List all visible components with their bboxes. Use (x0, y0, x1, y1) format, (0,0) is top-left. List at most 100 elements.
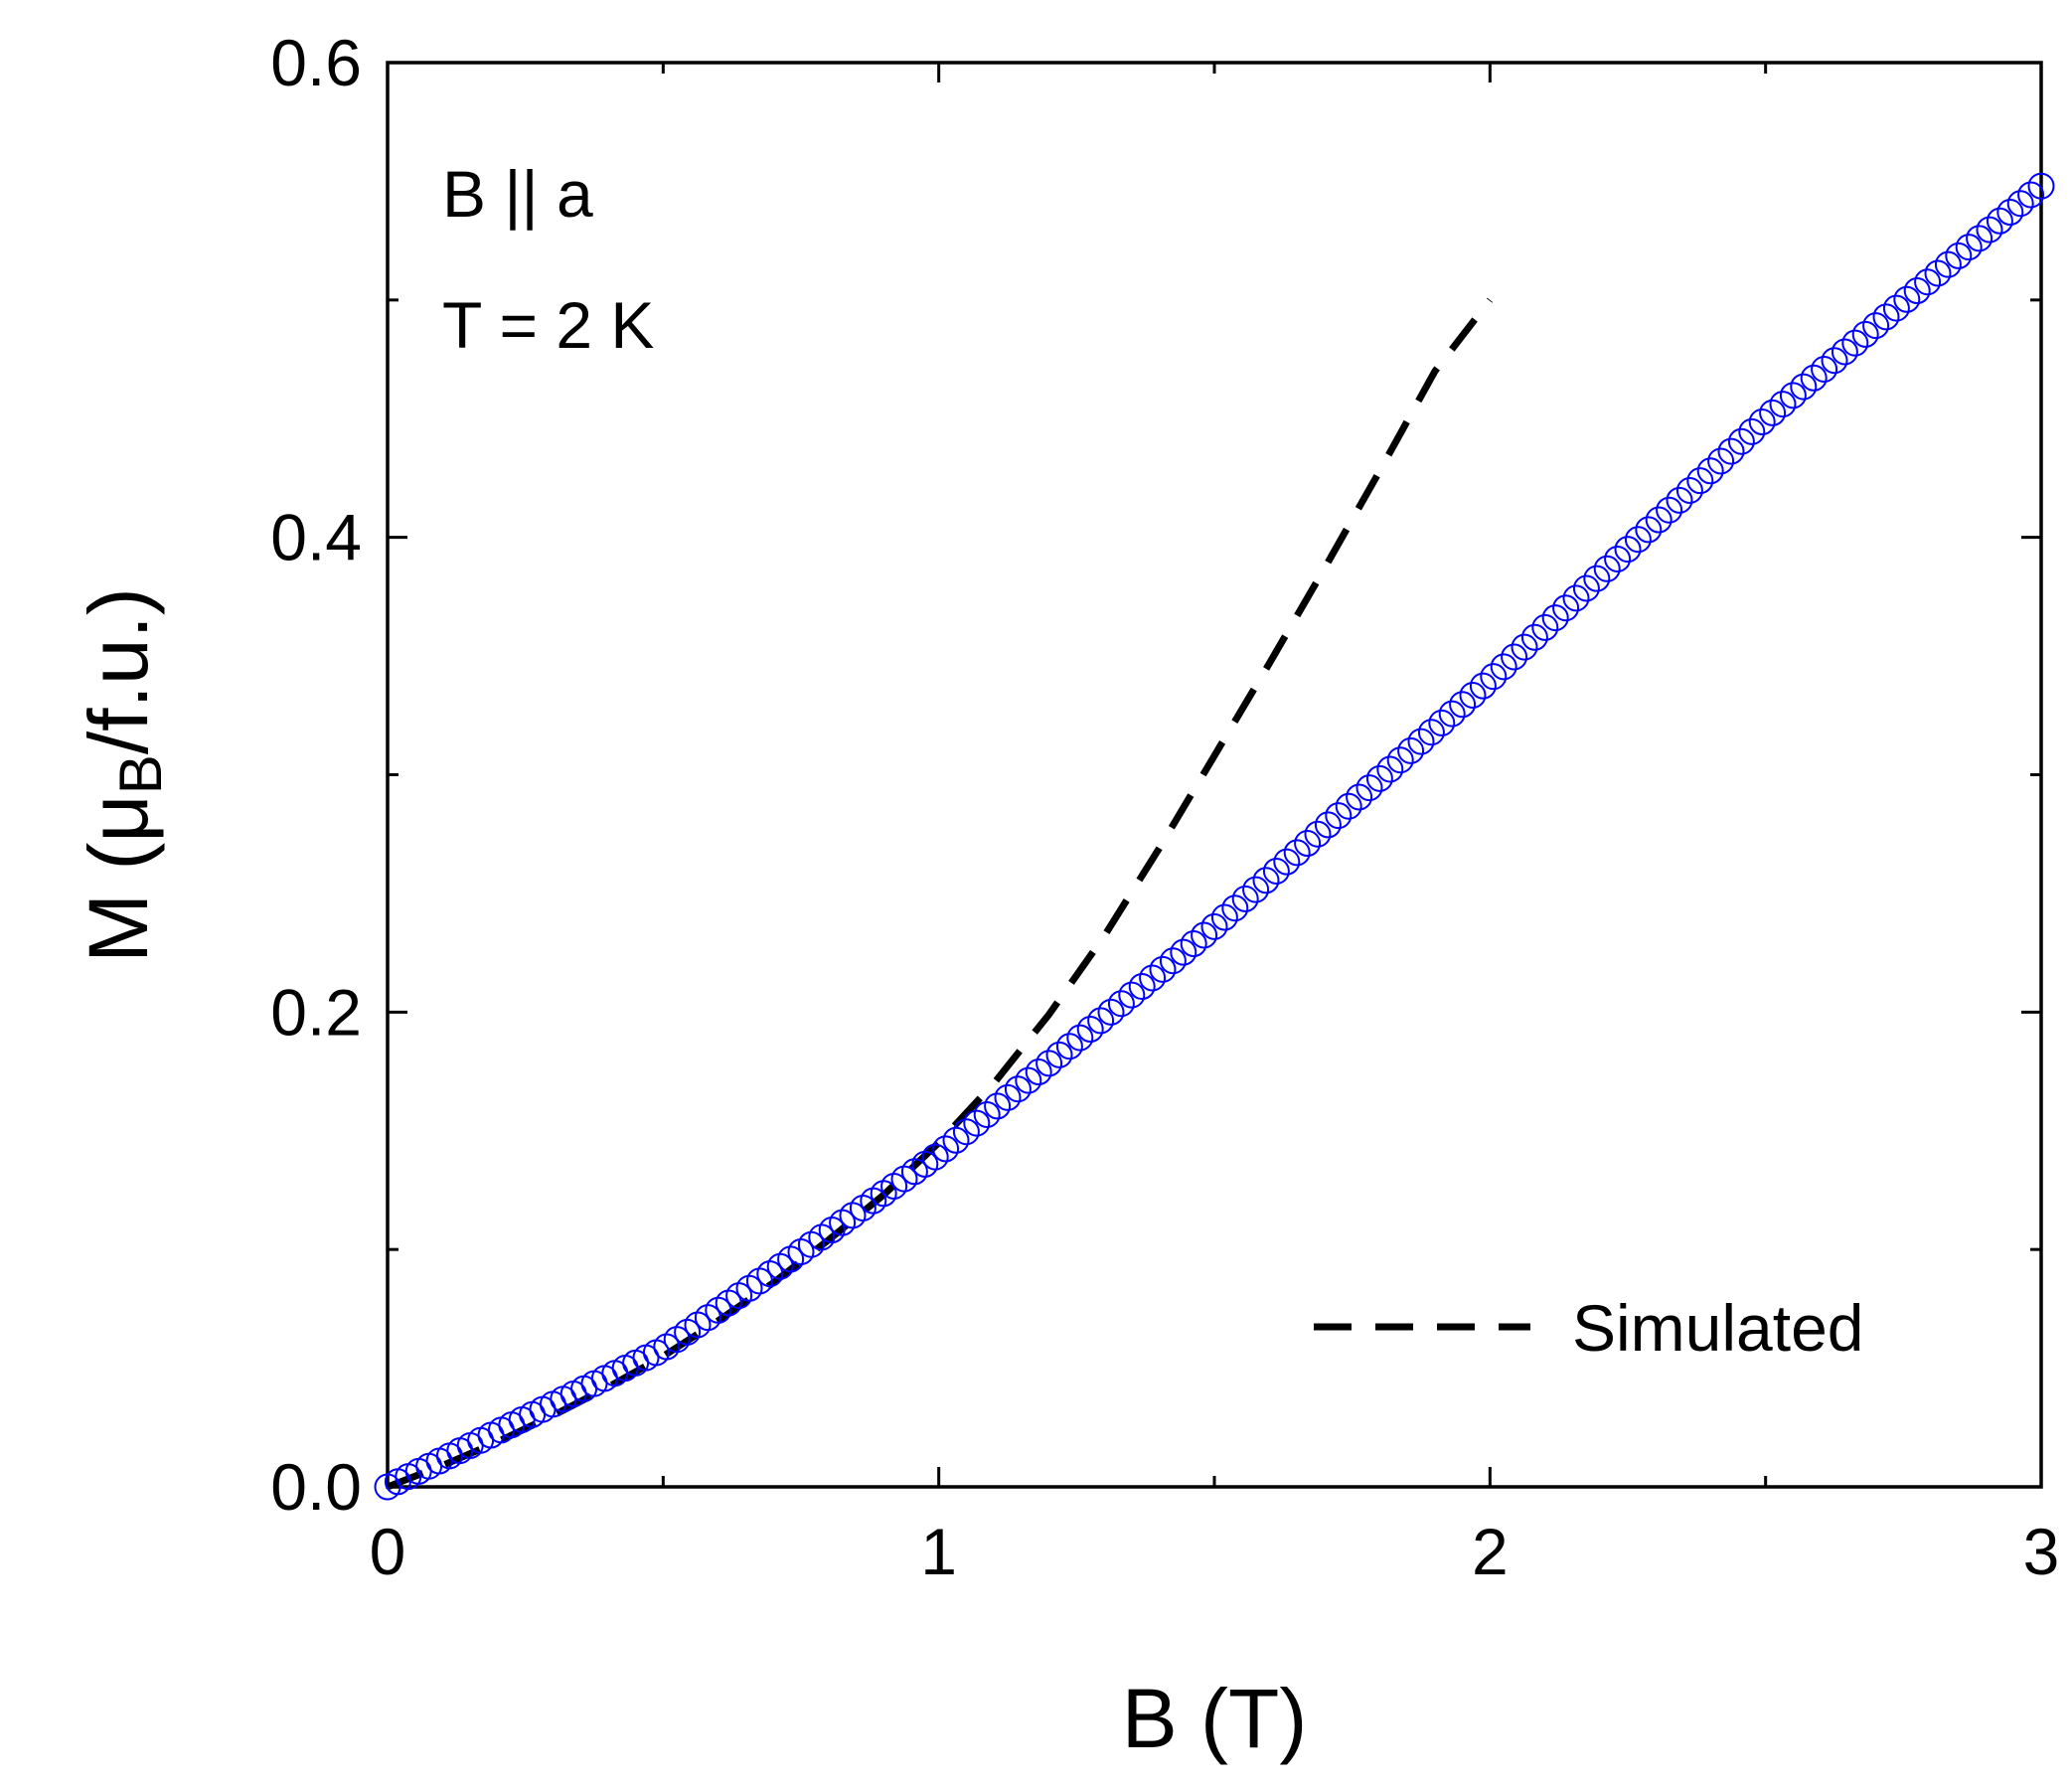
data-point (1552, 594, 1580, 622)
data-point (1717, 437, 1745, 465)
data-point (1831, 338, 1858, 366)
data-point (1656, 496, 1683, 524)
data-point (1294, 830, 1322, 858)
y-axis-title-prefix: M (μ (72, 794, 165, 963)
data-point (1996, 199, 2024, 227)
data-point (1790, 373, 1818, 401)
data-point (1221, 894, 1249, 922)
data-point (1986, 207, 2013, 235)
x-tick-label: 3 (2023, 1515, 2060, 1588)
data-point (1914, 268, 1942, 296)
data-point (1707, 447, 1735, 475)
tick-labels: 0 1 2 3 0.0 0.2 0.4 0.6 (270, 26, 2059, 1588)
data-point (2017, 181, 2045, 209)
data-point (1675, 476, 1703, 504)
data-point (1097, 998, 1125, 1026)
data-point (932, 1135, 960, 1163)
data-point (1325, 802, 1353, 830)
data-point (1779, 382, 1807, 409)
data-point (1666, 486, 1693, 514)
legend-label-simulated: Simulated (1572, 1291, 1864, 1365)
y-tick-label: 0.6 (270, 26, 362, 99)
data-point (1355, 774, 1383, 802)
data-point (1314, 811, 1342, 839)
data-point (1934, 250, 1962, 278)
y-tick-label: 0.2 (270, 975, 362, 1049)
data-point (1520, 623, 1548, 651)
data-point (1811, 356, 1838, 384)
x-axis-title: B (T) (1122, 1672, 1308, 1765)
data-point (1966, 225, 1993, 252)
data-point (1191, 921, 1218, 949)
data-point (1262, 857, 1290, 885)
data-point (1459, 681, 1487, 709)
data-point (1346, 783, 1373, 811)
data-point (1614, 536, 1642, 564)
data-point (1428, 709, 1456, 736)
data-point (1800, 364, 1828, 392)
data-point (1624, 526, 1652, 554)
data-point (1490, 653, 1517, 681)
data-point (952, 1118, 980, 1146)
data-point (1004, 1075, 1032, 1103)
data-point (1903, 277, 1931, 305)
data-point (1076, 1016, 1104, 1044)
data-point (1501, 643, 1528, 671)
data-point (1604, 545, 1632, 572)
data-point (1283, 839, 1311, 867)
data-point (1417, 719, 1445, 746)
y-axis-title-suffix: /f.u.) (72, 587, 165, 754)
annotation-temperature: T = 2 K (442, 288, 654, 362)
data-point (1572, 574, 1600, 602)
data-point (1924, 259, 1952, 287)
data-point (1159, 947, 1187, 975)
data-point (1365, 764, 1393, 792)
data-point (1449, 691, 1477, 719)
data-point (1841, 329, 1869, 357)
data-point (1727, 427, 1755, 455)
data-point (1851, 320, 1879, 348)
data-point (973, 1101, 1001, 1129)
data-point (984, 1092, 1012, 1120)
plot-frame (386, 61, 2043, 1489)
data-point (1273, 848, 1301, 876)
data-point (1635, 516, 1663, 544)
data-point (1511, 633, 1538, 661)
data-point (1438, 700, 1466, 728)
data-point (1562, 584, 1590, 612)
data-point (1139, 964, 1167, 992)
data-point (963, 1109, 991, 1137)
data-point (1087, 1007, 1115, 1035)
data-point (1210, 903, 1238, 931)
y-tick-label: 0.0 (270, 1450, 362, 1524)
data-point (1893, 285, 1921, 313)
data-point (942, 1126, 970, 1154)
data-point (1170, 938, 1197, 966)
data-point (1945, 242, 1973, 269)
data-point (1583, 565, 1611, 592)
data-point (1955, 234, 1983, 261)
data-point (1769, 391, 1797, 418)
data-point (1045, 1041, 1073, 1068)
data-point (1376, 755, 1404, 783)
data-point (1304, 820, 1332, 848)
data-point (1118, 981, 1146, 1009)
data-point (1200, 912, 1228, 940)
data-point (1645, 506, 1673, 534)
x-tick-label: 0 (370, 1515, 406, 1588)
data-point (1149, 955, 1177, 983)
y-axis-title: M (μB/f.u.) (72, 587, 174, 963)
data-point (1759, 399, 1787, 426)
data-point (2006, 190, 2034, 218)
data-point (1386, 746, 1414, 774)
data-point (1036, 1050, 1063, 1077)
legend: Simulated (1314, 1291, 1864, 1365)
data-point (1252, 867, 1280, 894)
data-point (1976, 216, 2003, 244)
data-point (1469, 672, 1497, 700)
data-point (994, 1083, 1022, 1111)
data-point (1480, 663, 1508, 691)
data-point (1335, 792, 1362, 820)
simulated-line (386, 297, 1494, 1491)
